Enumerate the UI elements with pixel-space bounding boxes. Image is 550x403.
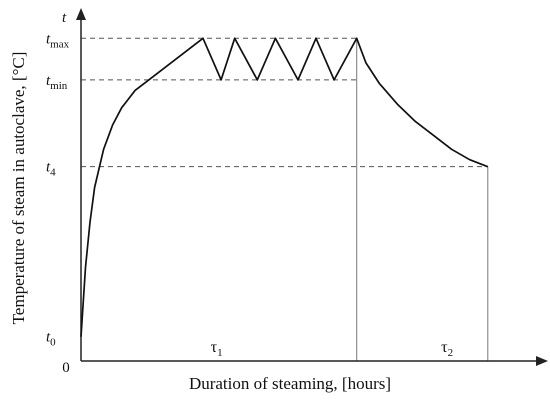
y-axis-arrowhead — [76, 8, 86, 20]
curve-layer — [80, 37, 489, 337]
y-tick-labels: tmax tmin t4 t0 — [46, 31, 70, 348]
y-tick-label-4: t4 — [46, 160, 56, 179]
y-tick-subscript-min: min — [50, 80, 68, 92]
phase-subscript-1: 1 — [217, 347, 223, 359]
x-axis-label: Duration of steaming, [hours] — [189, 374, 391, 393]
y-axis-symbol: t — [62, 10, 67, 26]
y-tick-label-0: t0 — [46, 330, 56, 349]
x-axis-arrowhead — [536, 356, 548, 366]
y-tick-subscript-4: 4 — [50, 167, 56, 179]
y-tick-subscript-max: max — [50, 38, 69, 50]
phase-labels: τ1 τ2 — [211, 339, 453, 359]
axes — [76, 8, 548, 366]
y-axis-label: Temperature of steam in autoclave, [°C] — [9, 52, 28, 325]
temperature-curve — [80, 37, 489, 337]
y-tick-label-min: tmin — [46, 73, 68, 92]
reference-lines — [81, 37, 489, 361]
phase-label-tau1: τ1 — [211, 339, 223, 359]
y-tick-label-max: tmax — [46, 31, 70, 50]
y-tick-subscript-0: 0 — [50, 337, 56, 349]
phase-subscript-2: 2 — [448, 347, 454, 359]
origin-label: 0 — [62, 360, 70, 376]
phase-label-tau2: τ2 — [441, 339, 453, 359]
